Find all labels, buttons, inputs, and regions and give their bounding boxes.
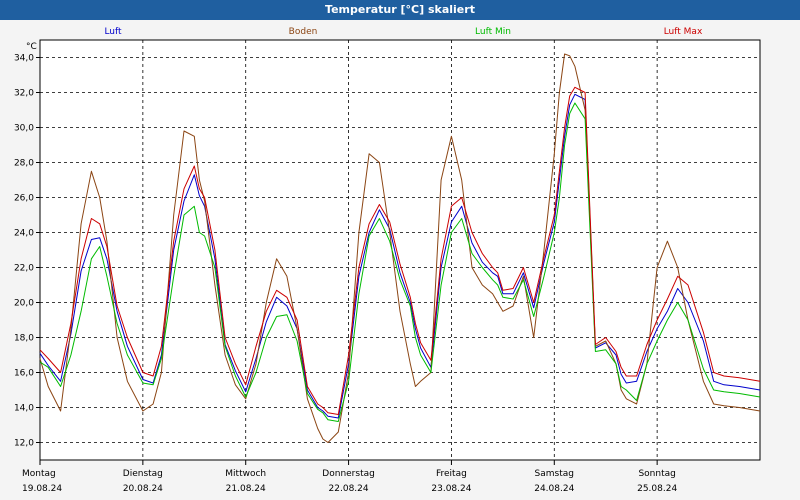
x-axis-ticks: Montag 19.08.24 Dienstag 20.08.24 Mittwoch 21… [22, 460, 677, 494]
x-tick-date-label: 23.08.24 [431, 484, 471, 494]
x-tick-day-label: Mittwoch [225, 469, 266, 479]
x-tick-date-label: 25.08.24 [637, 484, 677, 494]
y-axis-unit-label: °C [26, 42, 37, 52]
y-tick-label: 28,0 [14, 159, 34, 169]
legend-entry-luft-max: Luft Max [664, 27, 703, 37]
legend-entry-boden: Boden [289, 27, 318, 37]
y-tick-label: 12,0 [14, 439, 34, 449]
series-line-luft-min [39, 102, 761, 422]
x-tick-date-label: 19.08.24 [22, 484, 62, 494]
temperature-chart: Luft Boden Luft Min Luft Max °C 12,0 14,0 16,… [0, 20, 800, 500]
x-tick-date-label: 20.08.24 [123, 484, 163, 494]
x-tick-day-label: Donnerstag [322, 469, 375, 479]
y-tick-label: 14,0 [14, 404, 34, 414]
y-tick-label: 26,0 [14, 194, 34, 204]
y-tick-label: 18,0 [14, 334, 34, 344]
chart-title: Temperatur [°C] skaliert [0, 0, 800, 20]
series-line-luft [39, 93, 761, 419]
legend-entry-luft-min: Luft Min [475, 27, 511, 37]
y-tick-label: 24,0 [14, 229, 34, 239]
y-tick-label: 34,0 [14, 54, 34, 64]
series-line-luft-max [39, 86, 761, 415]
legend: Luft Boden Luft Min Luft Max [104, 27, 703, 37]
x-tick-date-label: 24.08.24 [534, 484, 574, 494]
x-tick-day-label: Dienstag [123, 469, 163, 479]
grid [40, 40, 760, 460]
x-tick-date-label: 22.08.24 [329, 484, 369, 494]
y-tick-label: 30,0 [14, 124, 34, 134]
series-lines [39, 53, 761, 443]
y-tick-label: 22,0 [14, 264, 34, 274]
x-tick-day-label: Freitag [436, 469, 467, 479]
y-tick-label: 16,0 [14, 369, 34, 379]
x-tick-day-label: Montag [22, 469, 56, 479]
series-line-boden [39, 53, 761, 443]
y-tick-label: 20,0 [14, 299, 34, 309]
y-axis-ticks: 12,0 14,0 16,0 18,0 20,0 22,0 24,0 26,0 28,0 30,0… [14, 54, 40, 449]
x-tick-day-label: Sonntag [638, 469, 675, 479]
legend-entry-luft: Luft [104, 27, 122, 37]
y-tick-label: 32,0 [14, 89, 34, 99]
x-tick-date-label: 21.08.24 [226, 484, 266, 494]
x-tick-day-label: Samstag [535, 469, 574, 479]
plot-area [39, 39, 761, 461]
